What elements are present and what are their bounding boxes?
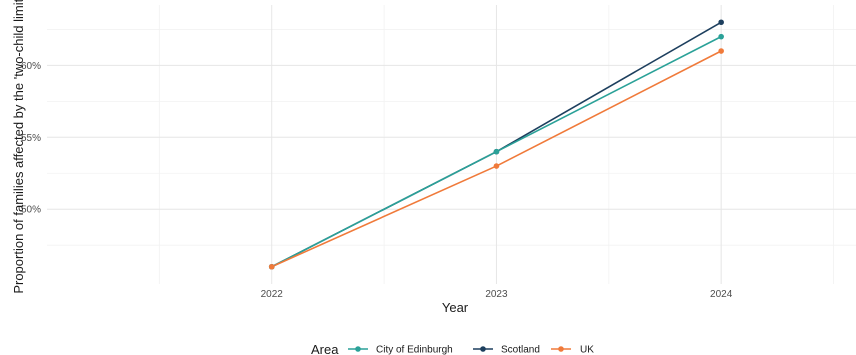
x-axis-title: Year (442, 300, 469, 315)
legend-title: Area (311, 342, 339, 355)
legend-key-point (480, 346, 486, 352)
grid (47, 5, 856, 284)
y-tick-label: 55% (21, 133, 41, 144)
data-point (718, 33, 724, 40)
legend: Area City of Edinburgh Scotland UK (311, 342, 594, 355)
x-tick-label: 2022 (261, 289, 284, 300)
data-point (493, 148, 500, 155)
legend-label: UK (580, 345, 594, 355)
data-point (493, 163, 500, 169)
legend-key-point (558, 346, 564, 352)
legend-key-point (355, 346, 361, 352)
series-layer (268, 19, 724, 270)
legend-label: Scotland (501, 345, 540, 355)
y-axis-ticks: 50% 55% 60% (21, 61, 41, 216)
data-point (268, 263, 275, 270)
y-tick-label: 50% (21, 205, 41, 216)
y-axis-title: Proportion of families affected by the '… (11, 0, 26, 294)
data-point (718, 48, 724, 54)
legend-label: City of Edinburgh (376, 345, 453, 355)
x-tick-label: 2024 (710, 289, 733, 300)
data-point (718, 19, 724, 26)
y-tick-label: 60% (21, 61, 41, 72)
x-axis-ticks: 2022 2023 2024 (261, 289, 733, 300)
x-tick-label: 2023 (485, 289, 508, 300)
